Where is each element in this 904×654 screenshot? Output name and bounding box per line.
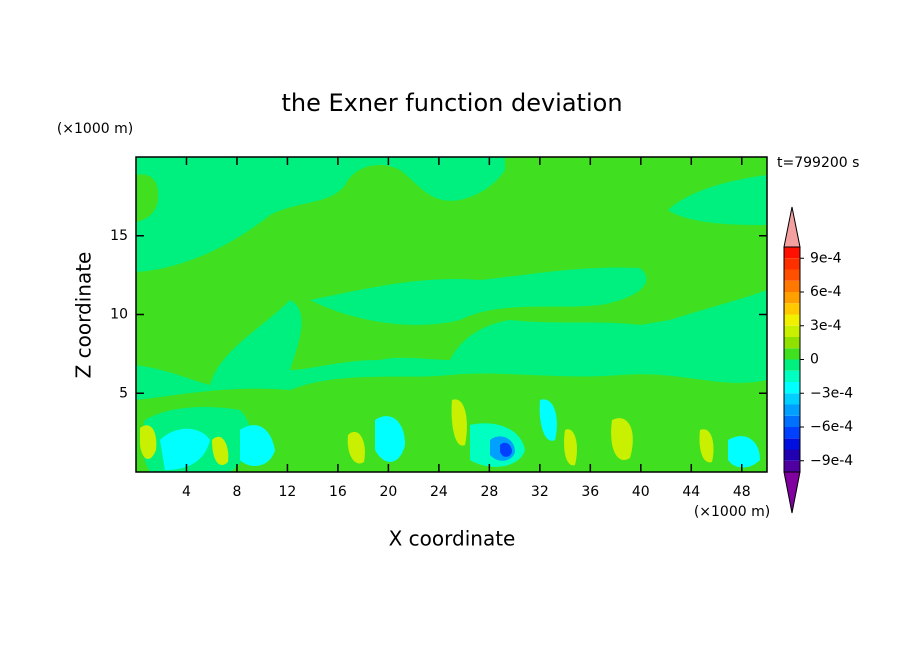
colorbar-swatch	[784, 393, 800, 405]
colorbar-label: −9e-4	[810, 453, 853, 469]
x-tick-label: 36	[581, 484, 599, 500]
y-tick-label: 10	[110, 307, 128, 323]
colorbar-label: −3e-4	[810, 385, 853, 401]
x-tick-label: 28	[480, 484, 498, 500]
colorbar-swatch	[784, 370, 800, 382]
colorbar-swatch	[784, 359, 800, 371]
contour-region	[500, 442, 512, 457]
y-tick-label: 15	[110, 228, 128, 244]
contour-region	[160, 428, 210, 470]
contour-region	[451, 399, 467, 446]
colorbar-swatch	[784, 280, 800, 292]
x-tick-label: 16	[329, 484, 347, 500]
x-axis-label: X coordinate	[389, 527, 516, 551]
contour-region	[564, 429, 577, 466]
x-tick-label: 48	[733, 484, 751, 500]
contour-region	[136, 157, 767, 385]
colorbar-swatch	[784, 382, 800, 394]
contour-region	[611, 418, 633, 461]
colorbar-swatch	[784, 303, 800, 315]
contour-region	[728, 436, 760, 468]
contour-field	[136, 157, 767, 472]
colorbar-label: −6e-4	[810, 419, 853, 435]
colorbar-swatch	[784, 415, 800, 427]
chart-title: the Exner function deviation	[281, 89, 622, 117]
contour-region	[136, 373, 767, 472]
contour-region	[212, 436, 229, 466]
contour-region	[347, 431, 365, 464]
colorbar-under	[783, 471, 801, 514]
contour-region	[699, 429, 714, 463]
colorbar-swatch	[784, 292, 800, 304]
contour-region	[375, 416, 405, 462]
colorbar-swatch	[784, 258, 800, 270]
x-tick-label: 44	[682, 484, 700, 500]
colorbar-swatch	[784, 449, 800, 461]
y-unit: (×1000 m)	[57, 121, 133, 137]
colorbar-swatch	[784, 404, 800, 416]
time-label: t=799200 s	[777, 155, 859, 171]
colorbar-swatch	[784, 269, 800, 281]
colorbar-swatch	[784, 427, 800, 439]
contour-region	[136, 174, 159, 222]
colorbar-label: 6e-4	[810, 284, 842, 300]
x-tick-label: 40	[632, 484, 650, 500]
colorbar-swatch	[784, 337, 800, 349]
x-tick-label: 8	[232, 484, 241, 500]
x-tick-label: 24	[430, 484, 448, 500]
colorbar-over	[783, 206, 801, 248]
colorbar-swatch	[784, 348, 800, 360]
x-tick-label: 20	[379, 484, 397, 500]
colorbar-swatch	[784, 325, 800, 337]
colorbar-swatch	[784, 247, 800, 259]
colorbar-label: 9e-4	[810, 250, 842, 266]
colorbar-swatch	[784, 460, 800, 472]
x-tick-label: 12	[279, 484, 297, 500]
contour-region	[539, 399, 557, 441]
contour-region	[140, 425, 157, 460]
colorbar-swatch	[784, 314, 800, 326]
contour-region	[240, 425, 275, 466]
y-axis-label: Z coordinate	[72, 252, 96, 379]
colorbar-label: 0	[810, 352, 819, 368]
colorbar-label: 3e-4	[810, 318, 842, 334]
contour-region	[310, 267, 647, 325]
x-tick-label: 32	[531, 484, 549, 500]
y-tick-label: 5	[119, 385, 128, 401]
colorbar-swatch	[784, 438, 800, 450]
x-tick-label: 4	[182, 484, 191, 500]
x-unit: (×1000 m)	[694, 504, 770, 520]
